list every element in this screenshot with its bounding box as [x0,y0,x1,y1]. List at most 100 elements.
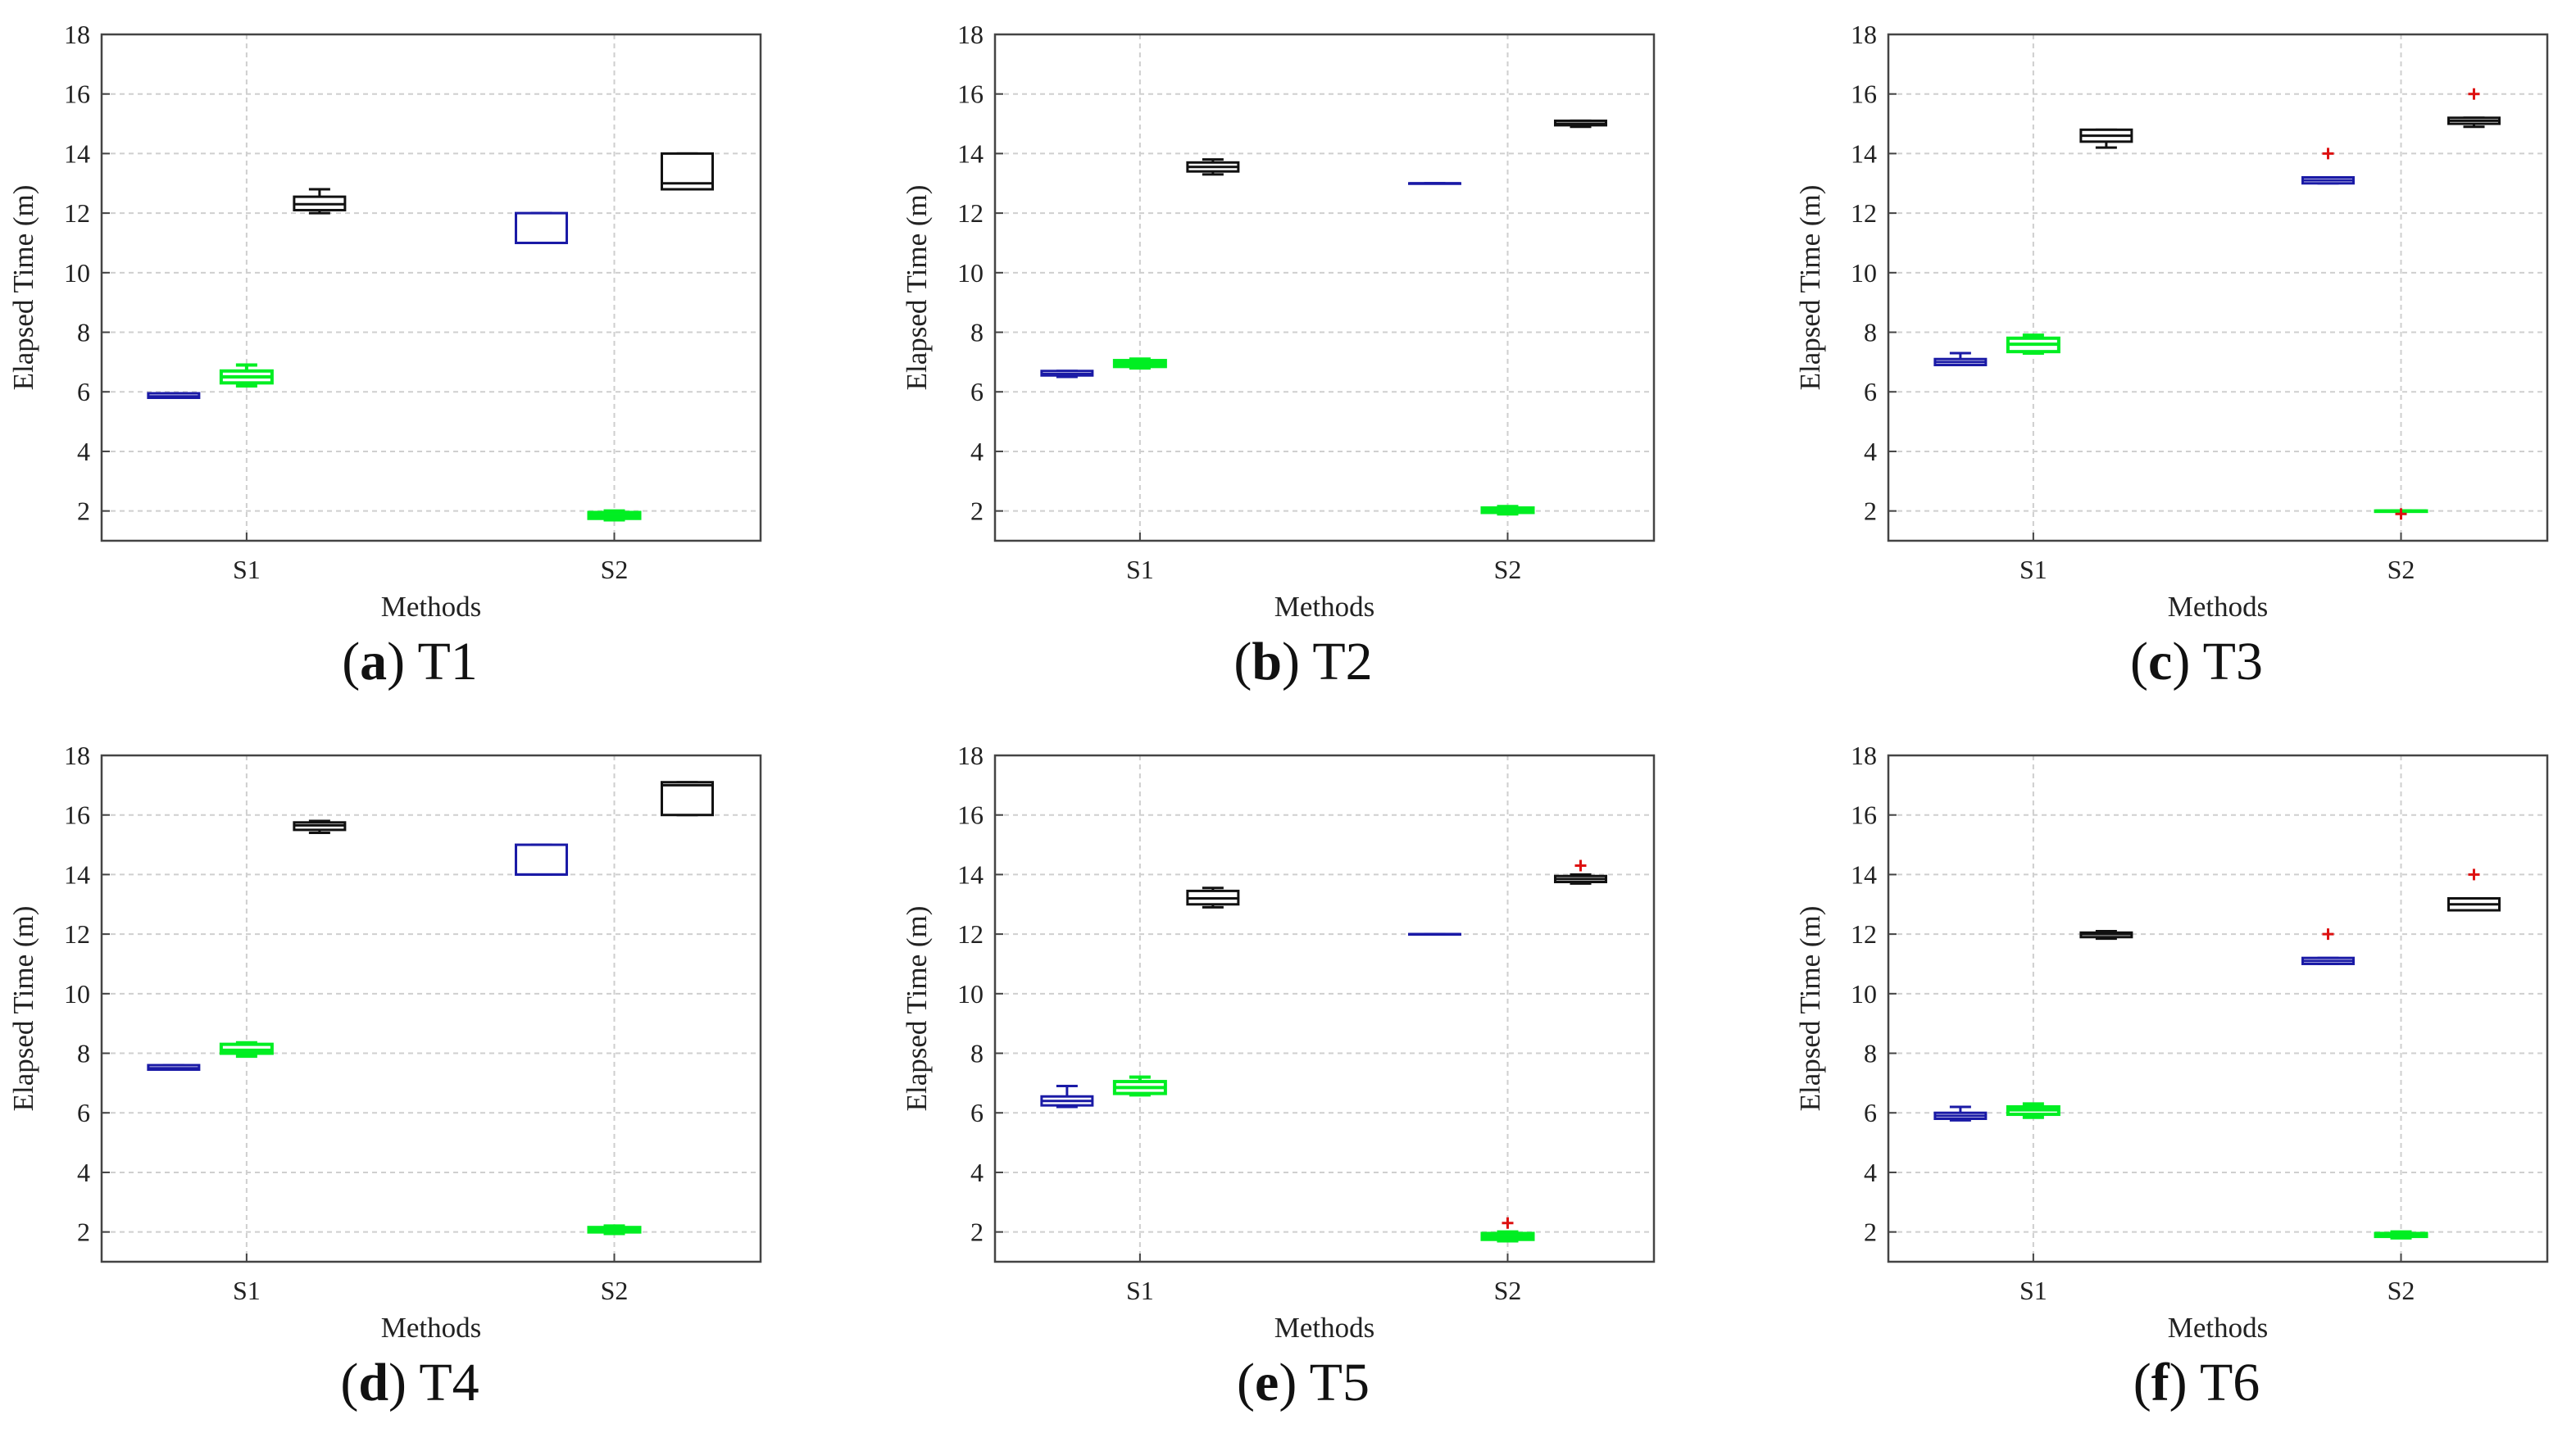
panel-caption: (c) T3 [2130,632,2263,692]
y-tick-label: 6 [77,1098,90,1127]
box-blue-S2 [2301,928,2356,965]
box-black-S2 [1554,859,1608,885]
panel-title: T5 [1309,1353,1370,1413]
y-tick-label: 8 [970,318,984,347]
box-blue-S1 [147,392,201,400]
panel-letter: c [2148,632,2173,692]
y-tick-label: 4 [77,437,90,466]
box-green-S1 [219,363,274,388]
box-black-S1 [1186,887,1240,909]
plot-frame [1887,33,2549,542]
box-green-S2 [2374,508,2428,520]
box-green-S1 [1112,1075,1167,1097]
chart-svg-e: 2 4 6 8 10 12 14 16 18 S1 S2 Methods Elapsed Time (m… [901,741,1656,1344]
box-blue-S2 [515,843,569,876]
box-black-S1 [1186,158,1240,176]
chart-svg-a: 2 4 6 8 10 12 14 16 18 S1 S2 Methods Elapsed Time (m… [7,20,762,623]
y-tick-label: 6 [1864,1098,1877,1127]
y-tick-label: 10 [957,258,984,288]
y-tick-label: 18 [64,20,90,49]
y-tick-label: 14 [1851,859,1877,889]
y-tick-label: 12 [64,198,90,228]
panel-letter: a [360,632,388,692]
y-tick-label: 12 [64,919,90,949]
box-blue-S1 [1040,1085,1094,1109]
panel-caption: (e) T5 [1237,1353,1370,1413]
panel-letter: f [2151,1353,2169,1413]
y-axis-label: Elapsed Time (m) [7,906,39,1112]
chart-panel-f: 2 4 6 8 10 12 14 16 18 S1 S2 Methods Elapsed Time (m… [1787,721,2576,1442]
box-green-S2 [1480,1217,1535,1243]
box-blue-S2 [1408,932,1462,936]
box-blue-S2 [2301,147,2356,185]
plot-frame [1887,754,2549,1263]
box-green-S2 [587,1224,642,1236]
x-tick-label: S1 [233,555,261,584]
box-blue-S1 [1933,351,1988,367]
box-iqr [515,211,569,244]
plot-frame [100,754,762,1263]
box-green-S2 [2374,1230,2428,1240]
y-tick-label: 2 [1864,1218,1877,1247]
y-tick-label: 10 [64,258,90,288]
y-tick-label: 4 [970,1158,984,1187]
box-blue-S1 [1933,1105,1988,1122]
box-green-S1 [2006,333,2060,355]
x-tick-label: S2 [601,1276,629,1305]
y-axis-label: Elapsed Time (m) [901,906,933,1112]
box-black-S2 [661,781,715,817]
y-tick-label: 4 [1864,437,1877,466]
chart-panel-e: 2 4 6 8 10 12 14 16 18 S1 S2 Methods Elapsed Time (m… [893,721,1713,1442]
y-tick-label: 8 [77,318,90,347]
y-tick-label: 18 [957,20,984,49]
y-tick-label: 18 [64,741,90,770]
x-axis-label: Methods [2168,591,2269,623]
box-iqr [661,781,715,817]
plot-frame [993,754,1656,1263]
panel-title: T1 [417,632,478,692]
y-tick-label: 18 [1851,741,1877,770]
x-axis-label: Methods [381,1312,482,1344]
box-black-S2 [2447,868,2501,912]
y-tick-label: 2 [970,497,984,526]
box-black-S2 [2447,88,2501,129]
box-green-S2 [587,509,642,522]
box-black-S2 [661,152,715,191]
y-tick-label: 4 [1864,1158,1877,1187]
y-tick-label: 14 [64,138,90,168]
panel-caption: (b) T2 [1233,632,1373,692]
y-tick-label: 6 [970,1098,984,1127]
x-axis-label: Methods [2168,1312,2269,1344]
y-tick-label: 16 [957,79,984,109]
y-tick-label: 6 [77,377,90,406]
y-tick-label: 2 [970,1218,984,1247]
y-tick-label: 4 [77,1158,90,1187]
y-tick-label: 2 [77,1218,90,1247]
x-axis-label: Methods [381,591,482,623]
y-tick-label: 14 [1851,138,1877,168]
y-tick-label: 6 [1864,377,1877,406]
box-green-S2 [1480,505,1535,516]
y-axis-label: Elapsed Time (m) [7,185,39,391]
y-tick-label: 12 [1851,919,1877,949]
y-tick-label: 8 [77,1039,90,1068]
y-tick-label: 16 [957,800,984,830]
x-axis-label: Methods [1274,1312,1375,1344]
y-tick-label: 4 [970,437,984,466]
box-blue-S1 [1040,370,1094,379]
y-tick-label: 2 [77,497,90,526]
y-tick-label: 8 [970,1039,984,1068]
box-green-S1 [1112,357,1167,370]
y-tick-label: 10 [1851,979,1877,1009]
panel-title: T3 [2202,632,2263,692]
x-tick-label: S2 [2387,1276,2415,1305]
x-tick-label: S1 [233,1276,261,1305]
y-tick-label: 12 [957,198,984,228]
y-tick-label: 2 [1864,497,1877,526]
chart-svg-c: 2 4 6 8 10 12 14 16 18 S1 S2 Methods Elapsed Time (m… [1794,20,2549,623]
y-tick-label: 12 [1851,198,1877,228]
chart-svg-d: 2 4 6 8 10 12 14 16 18 S1 S2 Methods Elapsed Time (m… [7,741,762,1344]
x-tick-label: S1 [2019,1276,2047,1305]
y-tick-label: 16 [64,79,90,109]
